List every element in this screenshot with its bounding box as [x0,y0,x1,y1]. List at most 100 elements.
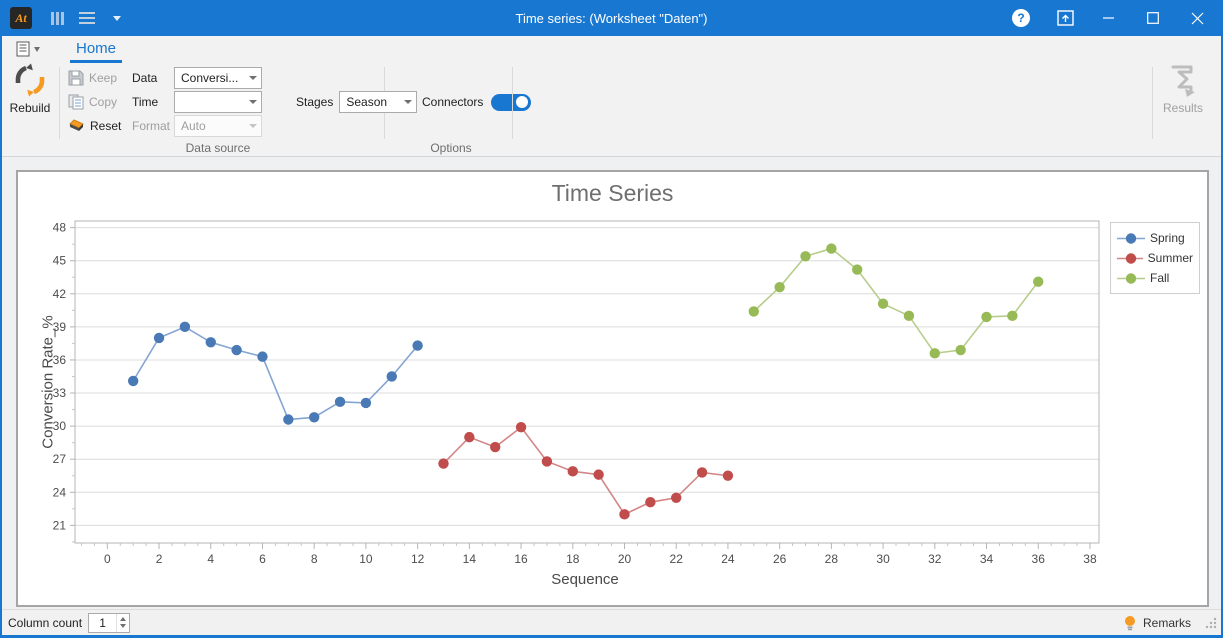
data-point [360,397,372,409]
reset-button[interactable]: Reset [68,115,121,137]
svg-text:6: 6 [259,552,266,566]
svg-text:8: 8 [311,552,318,566]
data-point [490,441,501,453]
chevron-down-icon [249,76,257,80]
series-fall [748,243,1044,359]
spin-down-icon[interactable] [120,624,127,628]
lightbulb-icon [1124,615,1135,630]
legend-item-spring: Spring [1117,231,1193,245]
svg-text:32: 32 [928,552,942,566]
data-point [515,422,527,433]
time-dropdown[interactable] [174,91,262,113]
copy-icon [68,94,84,110]
copy-button[interactable]: Copy [68,91,117,113]
data-point [153,332,165,344]
sigma-icon [1171,65,1195,97]
svg-text:24: 24 [53,485,67,499]
data-point [671,492,682,503]
save-icon [68,70,84,86]
qat-caret-down-icon[interactable] [106,7,128,29]
data-point [412,340,423,351]
remarks-button[interactable]: Remarks [1142,615,1191,630]
results-button[interactable]: Results [1157,63,1209,139]
legend-item-summer: Summer [1117,251,1193,265]
svg-text:16: 16 [514,552,528,566]
data-point [800,251,811,262]
chart-panel: Time Series 21 24 27 30 33 36 39 42 45 48 0 2 4 6 8 10 1… [16,170,1209,607]
app-logo-icon[interactable]: At [10,7,32,29]
chart-title: Time Series [551,180,674,206]
svg-text:30: 30 [53,419,67,433]
column-count-label: Column count [8,615,83,630]
svg-text:48: 48 [53,221,67,235]
svg-text:34: 34 [980,552,994,566]
data-point [179,321,191,333]
minimize-icon[interactable] [1087,0,1131,36]
chevron-down-icon [404,100,413,104]
svg-text:4: 4 [207,552,214,566]
eraser-icon [69,119,84,131]
series-spring [127,321,423,425]
data-point [127,375,139,387]
svg-text:33: 33 [53,386,67,400]
data-point [877,298,889,309]
stages-label: Stages [296,95,334,109]
data-point [283,414,294,425]
format-field-label: Format [132,119,171,133]
chevron-down-icon [249,100,257,104]
data-dropdown[interactable]: Conversi... [174,67,262,89]
data-point [257,351,268,362]
resize-grip-icon[interactable] [1205,617,1217,629]
document-area: Time Series 21 24 27 30 33 36 39 42 45 48 0 2 4 6 8 10 1… [2,157,1221,609]
svg-text:2: 2 [156,552,163,566]
ribbon-display-icon[interactable] [1043,0,1087,36]
svg-text:14: 14 [463,552,477,566]
svg-text:45: 45 [53,254,67,268]
data-point [955,344,966,356]
columns-icon[interactable] [46,7,68,29]
tab-home[interactable]: Home [70,37,123,63]
svg-text:0: 0 [104,552,111,566]
data-point [1007,310,1018,322]
data-point [903,310,915,322]
data-point [696,467,708,478]
svg-text:10: 10 [359,552,373,566]
svg-text:36: 36 [1032,552,1046,566]
svg-text:30: 30 [876,552,890,566]
data-point [593,469,604,480]
svg-text:12: 12 [411,552,425,566]
quick-access-toolbar [46,7,128,29]
data-point [231,344,242,356]
app-menu-button[interactable] [10,38,46,60]
data-point [826,243,837,254]
maximize-icon[interactable] [1131,0,1175,36]
data-point [205,337,216,348]
connectors-label: Connectors [422,95,484,109]
chart-legend: Spring Summer Fall [1110,222,1200,294]
svg-text:26: 26 [773,552,787,566]
help-icon[interactable]: ? [999,0,1043,36]
stages-dropdown[interactable]: Season [339,91,418,113]
svg-text:28: 28 [825,552,839,566]
ribbon: Home Rebuild Keep Copy [2,36,1221,167]
spin-up-icon[interactable] [120,617,127,621]
column-count-stepper[interactable]: 1 [88,612,131,633]
data-point [1033,276,1044,287]
svg-text:18: 18 [566,552,580,566]
keep-button[interactable]: Keep [68,67,117,89]
data-point [645,496,656,508]
title-bar: At Time series: (Worksheet "Daten") ? [0,0,1223,36]
close-icon[interactable] [1175,0,1219,36]
data-point [541,456,553,467]
data-point [464,431,475,443]
group-label-options: Options [430,141,472,155]
rebuild-button[interactable]: Rebuild [4,63,56,139]
menu-lines-icon[interactable] [76,7,98,29]
series-summer [438,422,734,520]
svg-text:42: 42 [53,287,67,301]
connectors-toggle[interactable] [491,93,532,111]
data-point [619,509,630,520]
svg-text:24: 24 [721,552,735,566]
format-dropdown[interactable]: Auto [174,115,262,137]
data-point [981,311,992,323]
